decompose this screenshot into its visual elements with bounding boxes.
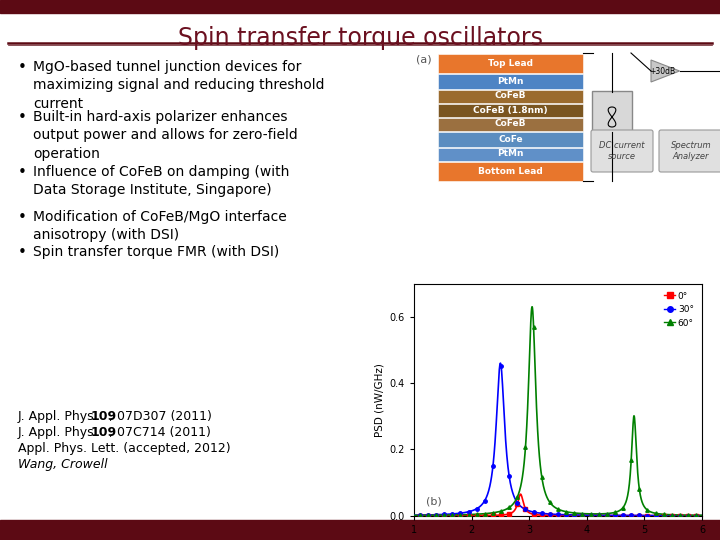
Text: Spin transfer torque oscillators: Spin transfer torque oscillators [178, 26, 542, 50]
Bar [438, 54, 583, 73]
Bar [0, 520, 720, 540]
Bar [438, 74, 583, 89]
Text: CoFe: CoFe [498, 134, 523, 144]
Text: •: • [18, 210, 27, 225]
Text: CoFeB (1.8nm): CoFeB (1.8nm) [473, 105, 548, 114]
Y-axis label: PSD (nW/GHz): PSD (nW/GHz) [374, 363, 384, 436]
Text: PtMn: PtMn [498, 77, 523, 85]
Text: DC current
source: DC current source [599, 141, 644, 161]
Bar [438, 118, 583, 131]
Text: Spin transfer torque FMR (with DSI): Spin transfer torque FMR (with DSI) [33, 245, 279, 259]
Text: PtMn: PtMn [498, 150, 523, 159]
Text: Influence of CoFeB on damping (with
Data Storage Institute, Singapore): Influence of CoFeB on damping (with Data… [33, 165, 289, 198]
Text: •: • [18, 165, 27, 180]
Text: Wang, Crowell: Wang, Crowell [18, 458, 107, 471]
Text: Built-in hard-axis polarizer enhances
output power and allows for zero-field
ope: Built-in hard-axis polarizer enhances ou… [33, 110, 298, 161]
Text: MgO-based tunnel junction devices for
maximizing signal and reducing threshold
c: MgO-based tunnel junction devices for ma… [33, 60, 325, 111]
Text: Bottom Lead: Bottom Lead [478, 166, 543, 176]
Bar [438, 162, 583, 181]
Text: +30dB: +30dB [649, 66, 675, 76]
Text: •: • [18, 110, 27, 125]
Text: (b): (b) [426, 496, 441, 507]
Text: •: • [18, 245, 27, 260]
FancyBboxPatch shape [659, 130, 720, 172]
Text: Appl. Phys. Lett. (accepted, 2012): Appl. Phys. Lett. (accepted, 2012) [18, 442, 230, 455]
Text: 109: 109 [91, 426, 117, 439]
Bar [438, 90, 583, 103]
Text: CoFeB: CoFeB [495, 91, 526, 100]
FancyBboxPatch shape [591, 130, 653, 172]
Text: Spectrum
Analyzer: Spectrum Analyzer [671, 141, 711, 161]
Text: CoFeB: CoFeB [495, 119, 526, 129]
Text: (a): (a) [416, 55, 431, 65]
Text: , 07D307 (2011): , 07D307 (2011) [109, 410, 212, 423]
Bar [0, 0, 720, 13]
Text: J. Appl. Phys.: J. Appl. Phys. [18, 426, 103, 439]
FancyBboxPatch shape [592, 91, 632, 143]
Text: J. Appl. Phys.: J. Appl. Phys. [18, 410, 103, 423]
Bar [438, 148, 583, 161]
Text: Top Lead: Top Lead [488, 58, 533, 68]
Legend: 0°, 30°, 60°: 0°, 30°, 60° [661, 288, 698, 331]
Text: Modification of CoFeB/MgO interface
anisotropy (with DSI): Modification of CoFeB/MgO interface anis… [33, 210, 287, 242]
Bar [438, 104, 583, 117]
Text: , 07C714 (2011): , 07C714 (2011) [109, 426, 211, 439]
Bar [438, 132, 583, 147]
Text: •: • [18, 60, 27, 75]
Text: 109: 109 [91, 410, 117, 423]
Polygon shape [651, 60, 680, 82]
